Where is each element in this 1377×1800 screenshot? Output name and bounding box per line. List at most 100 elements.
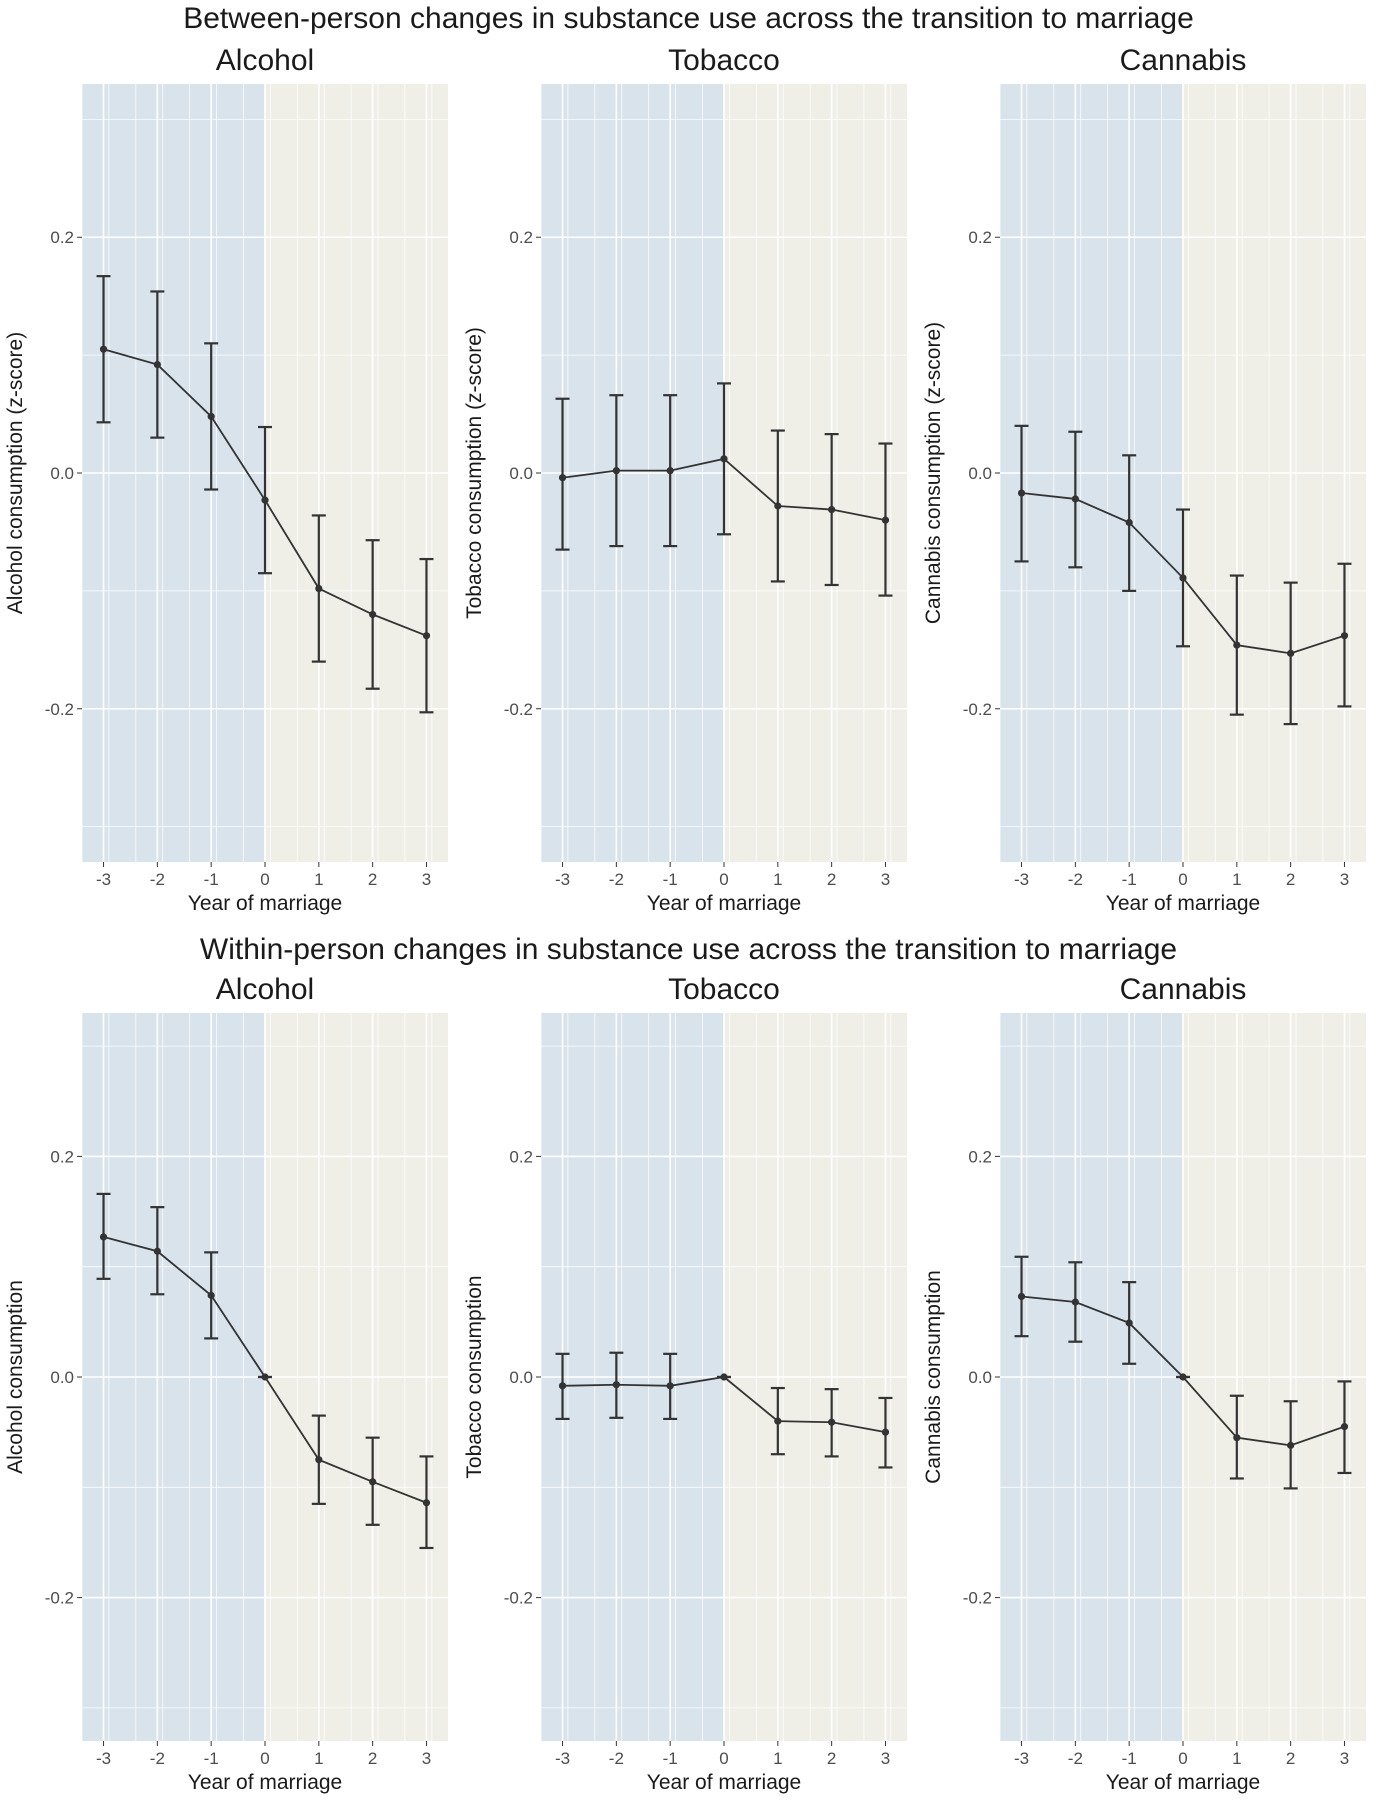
y-tick-label: 0.2 — [968, 228, 992, 247]
y-axis-title: Tobacco consumption (z-score) — [463, 327, 486, 619]
y-tick-label: -0.2 — [45, 1589, 74, 1608]
data-point — [720, 1373, 728, 1381]
x-axis-title: Year of marriage — [647, 1771, 801, 1794]
x-tick-label: 0 — [719, 870, 728, 889]
x-tick-label: -1 — [1122, 870, 1137, 889]
y-tick-label: 0.2 — [50, 1147, 74, 1166]
gridlines — [999, 1013, 1366, 1741]
data-point — [369, 1478, 377, 1486]
y-axis-title: Tobacco consumption — [463, 1275, 486, 1478]
x-tick-label: 0 — [1178, 1749, 1187, 1768]
data-point — [612, 467, 620, 475]
y-tick-label: 0.2 — [968, 1147, 992, 1166]
x-tick-label: 2 — [1286, 1749, 1295, 1768]
x-tick-label: 1 — [314, 870, 323, 889]
x-tick-label: 3 — [422, 1749, 431, 1768]
data-point — [99, 1233, 108, 1241]
data-point — [1340, 632, 1349, 640]
data-point — [881, 1428, 890, 1436]
data-point — [1340, 1423, 1349, 1431]
x-tick-label: 3 — [1340, 870, 1349, 889]
x-tick-label: -1 — [204, 870, 219, 889]
data-point — [1287, 1441, 1295, 1449]
x-tick-label: 0 — [1178, 870, 1187, 889]
data-point — [1071, 1298, 1079, 1306]
data-point — [1233, 1434, 1241, 1442]
data-point — [1233, 641, 1241, 649]
x-tick-label: 0 — [260, 1749, 269, 1768]
data-point — [153, 360, 161, 369]
bottom-section-title: Within-person changes in substance use a… — [199, 933, 1178, 966]
x-tick-label: 2 — [827, 1749, 836, 1768]
x-tick-label: 2 — [1286, 870, 1295, 889]
x-tick-label: 1 — [314, 1749, 323, 1768]
y-tick-label: 0.2 — [509, 1147, 533, 1166]
y-tick-label: 0.0 — [968, 1368, 992, 1387]
data-point — [666, 1382, 674, 1390]
error-bars — [96, 1192, 434, 1550]
y-tick-label: 0.0 — [50, 1368, 74, 1387]
y-axis-title: Alcohol consumption (z-score) — [4, 332, 27, 614]
y-tick-label: -0.2 — [963, 700, 992, 719]
data-point — [828, 505, 836, 514]
data-point — [315, 1456, 323, 1464]
x-tick-label: 1 — [1232, 1749, 1241, 1768]
x-tick-label: 1 — [773, 870, 782, 889]
y-tick-label: -0.2 — [504, 700, 533, 719]
x-axis-title: Year of marriage — [1106, 1771, 1260, 1794]
data-point — [774, 502, 782, 510]
data-point — [369, 610, 377, 619]
x-tick-label: -3 — [1014, 1749, 1029, 1768]
x-axis-title: Year of marriage — [1106, 892, 1260, 915]
x-tick-label: 2 — [368, 1749, 377, 1768]
panel-between-alcohol: Alcohol 0.2 0.0 -0.2 -3 -2 -1 0 1 2 3 Year of marri… — [0, 40, 459, 920]
gridlines — [81, 84, 448, 862]
y-axis-title: Cannabis consumption — [922, 1270, 945, 1484]
panel-between-tobacco: Tobacco 0.2 0.0 -0.2 -3 -2 -1 0 1 2 3 Year of marri… — [459, 40, 918, 920]
x-axis-title: Year of marriage — [188, 1771, 342, 1794]
y-axis-title: Alcohol consumption — [4, 1280, 27, 1474]
x-tick-label: 0 — [719, 1749, 728, 1768]
x-tick-label: -2 — [609, 1749, 624, 1768]
data-point — [558, 1382, 567, 1390]
x-tick-label: 3 — [422, 870, 431, 889]
x-tick-label: 2 — [827, 870, 836, 889]
x-tick-label: 2 — [368, 870, 377, 889]
panel-within-cannabis: Cannabis 0.2 0.0 -0.2 -3 -2 -1 0 1 2 3 Year of marr… — [918, 969, 1377, 1800]
x-tick-label: -3 — [96, 870, 111, 889]
data-point — [422, 1499, 431, 1507]
panel-title: Alcohol — [216, 973, 314, 1006]
data-point — [153, 1247, 161, 1255]
y-tick-label: 0.2 — [509, 228, 533, 247]
x-tick-label: 0 — [260, 870, 269, 889]
y-axis-title: Cannabis consumption (z-score) — [922, 322, 945, 624]
y-tick-label: 0.0 — [50, 464, 74, 483]
x-tick-label: -3 — [555, 1749, 570, 1768]
data-point — [261, 1373, 269, 1381]
data-point — [612, 1381, 620, 1389]
data-point — [1125, 1319, 1133, 1327]
y-tick-label: 0.0 — [968, 464, 992, 483]
data-point — [1071, 495, 1079, 503]
x-axis-title: Year of marriage — [647, 892, 801, 915]
x-tick-label: 1 — [773, 1749, 782, 1768]
x-tick-label: -1 — [663, 1749, 678, 1768]
x-tick-label: 3 — [881, 1749, 890, 1768]
x-tick-label: -1 — [1122, 1749, 1137, 1768]
data-point — [881, 516, 890, 524]
y-tick-label: -0.2 — [45, 700, 74, 719]
data-point — [558, 474, 567, 482]
x-tick-label: -2 — [150, 1749, 165, 1768]
x-axis-title: Year of marriage — [188, 892, 342, 915]
x-tick-label: -1 — [204, 1749, 219, 1768]
y-tick-label: -0.2 — [504, 1589, 533, 1608]
gridlines — [81, 1013, 448, 1741]
panel-title: Tobacco — [668, 44, 780, 77]
x-tick-label: -2 — [1068, 1749, 1083, 1768]
panel-title: Cannabis — [1120, 44, 1247, 77]
x-tick-label: 3 — [881, 870, 890, 889]
panel-title: Tobacco — [668, 973, 780, 1006]
data-point — [207, 412, 215, 421]
data-point — [1017, 1292, 1026, 1301]
data-point — [422, 632, 431, 640]
